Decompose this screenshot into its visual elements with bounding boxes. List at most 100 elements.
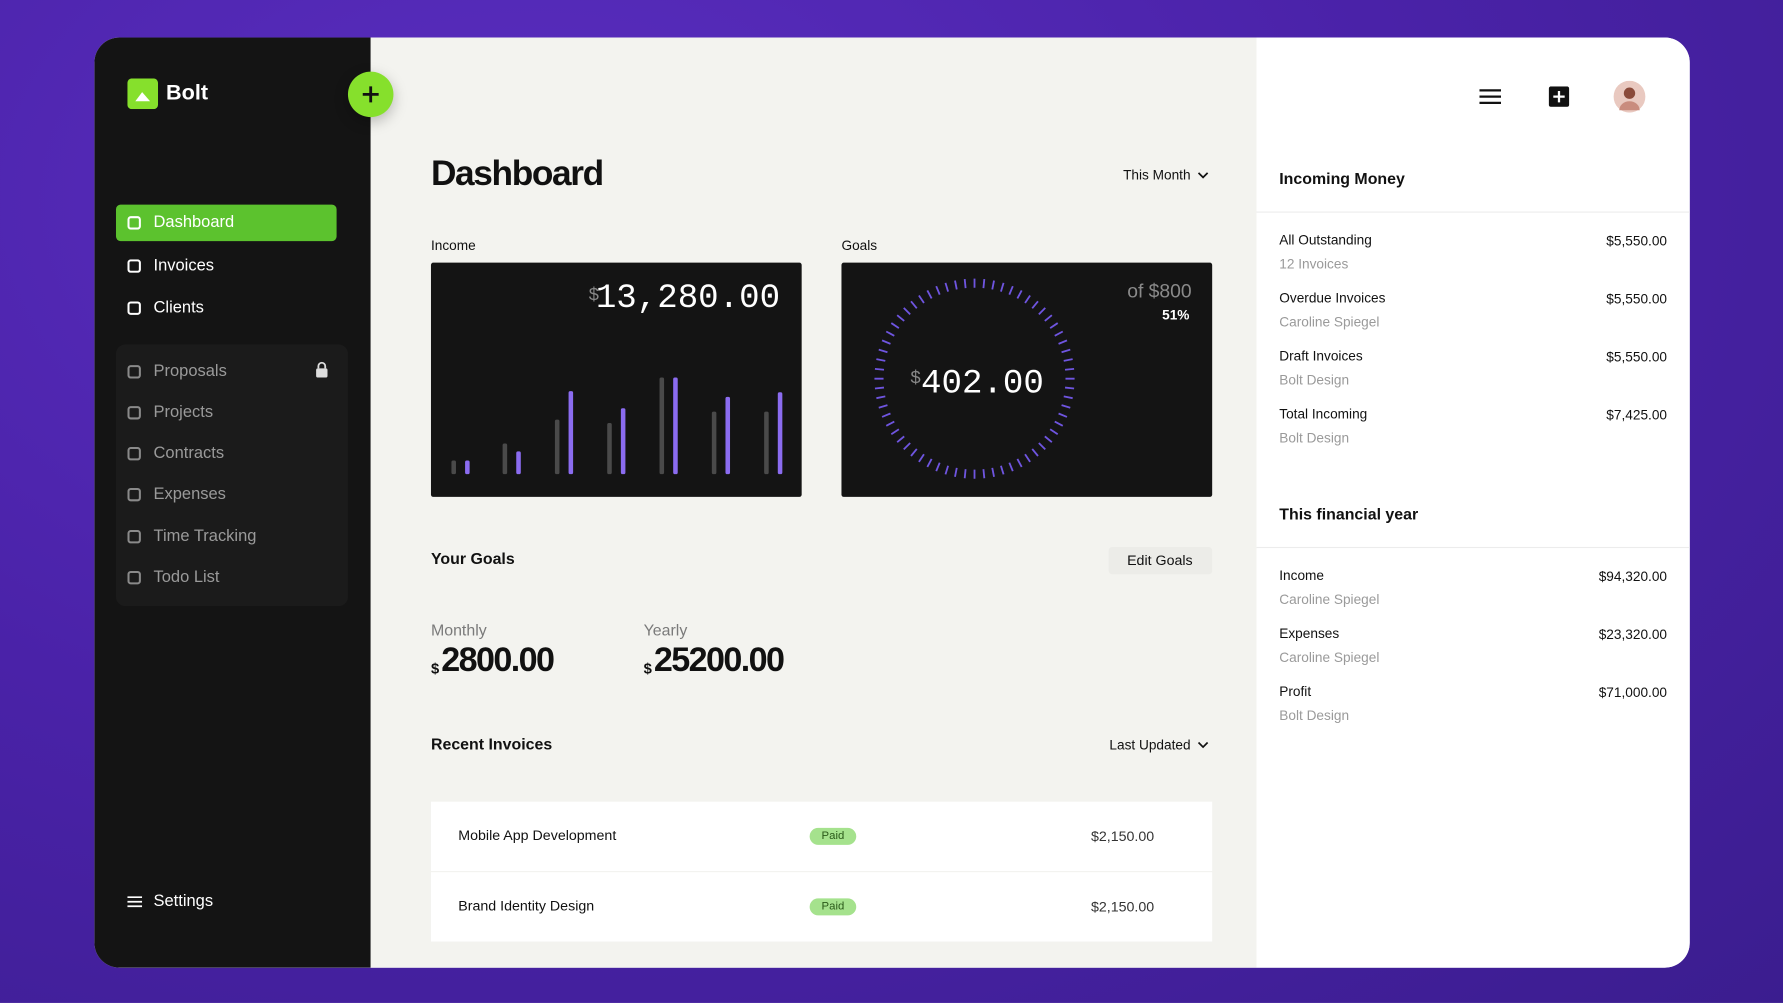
goal-amount: 2800.00 [441,641,555,679]
ring-tick [991,467,995,477]
ring-tick [926,458,933,468]
ring-tick [954,467,958,477]
logo-icon [127,78,159,110]
row-label: Overdue Invoices [1279,289,1386,306]
ring-tick [1044,435,1053,443]
nav-item[interactable]: Clients [153,298,204,317]
ring-tick [1000,465,1005,475]
ring-tick [982,278,986,289]
row-sub: Caroline Spiegel [1279,313,1380,330]
currency-symbol: $ [643,660,652,678]
nav-item[interactable]: Expenses [153,485,226,504]
ring-tick [918,294,925,304]
income-card: 13,280.00 $ [430,262,802,497]
chart-bar [777,392,783,475]
invoice-row[interactable]: Brand Identity Design Paid $2,150.00 [430,872,1213,942]
section-title: Your Goals [430,549,515,568]
chart-bar [502,443,508,475]
nav-item[interactable]: Dashboard [153,213,235,232]
row-amount: $5,550.00 [1606,349,1668,366]
menu-icon [1479,89,1501,105]
ring-tick [1024,294,1031,304]
goals-amount: 402.00 [921,365,1044,404]
ring-tick [896,314,905,322]
ring-tick [910,448,918,457]
ring-tick [991,280,995,290]
ring-tick [1058,412,1068,418]
ring-tick [1064,386,1075,390]
section-title: This financial year [1279,504,1419,524]
goals-card: of $800 51% 402.00 $ [841,262,1213,497]
edit-goals-button[interactable]: Edit Goals [1108,546,1213,575]
ring-tick [903,442,911,451]
ring-tick [896,435,905,443]
row-amount: $23,320.00 [1598,626,1668,643]
ring-tick [881,339,891,345]
nav-item[interactable]: Time Tracking [153,527,257,546]
ring-tick [885,330,895,337]
row-label: Income [1279,567,1325,584]
currency-symbol: $ [430,660,440,678]
card-label: Income [430,237,476,254]
add-button[interactable] [347,71,394,118]
nav-icon [127,447,141,461]
income-amount: 13,280.00 [595,279,781,319]
chart-bar [620,408,626,475]
nav-item[interactable]: Proposals [153,362,227,381]
nav-item[interactable]: Projects [153,403,214,422]
ring-tick [1054,330,1064,337]
ring-tick [1061,404,1071,409]
status-badge: Paid [809,827,857,845]
ring-tick [1031,448,1039,457]
ring-tick [874,367,885,371]
status-badge: Paid [809,898,857,916]
row-sub: Caroline Spiegel [1279,649,1380,666]
ring-tick [1049,322,1059,329]
ring-tick [1054,420,1064,427]
section-title: Recent Invoices [430,734,553,753]
sort-select[interactable]: Last Updated [1109,736,1191,753]
invoice-amount: $2,150.00 [1090,899,1155,916]
ring-tick [963,469,967,479]
ring-tick [1064,367,1075,371]
ring-tick [1038,442,1046,451]
currency-symbol: $ [910,368,922,389]
button-label[interactable]: Edit Goals [1127,552,1193,569]
row-label: Total Incoming [1279,405,1368,422]
goal-label: Monthly [430,620,487,640]
plus-icon [362,86,379,103]
period-select[interactable]: This Month [1123,167,1191,184]
invoice-row[interactable]: Mobile App Development Paid $2,150.00 [430,801,1213,872]
goals-percent: 51% [1162,307,1190,323]
row-label: Draft Invoices [1279,347,1363,364]
ring-tick [876,358,886,362]
row-amount: $5,550.00 [1606,233,1668,250]
settings-icon [127,896,143,908]
chart-bar [607,423,612,475]
nav-icon [127,487,141,502]
goals-target: of $800 [1127,280,1192,302]
ring-tick [944,282,949,292]
nav-item[interactable]: Settings [153,892,214,911]
nav-item[interactable]: Contracts [153,444,225,463]
row-amount: $94,320.00 [1598,568,1668,585]
nav-item[interactable]: Todo List [153,568,220,587]
divider [1256,211,1690,213]
row-sub: Bolt Design [1279,429,1350,446]
chart-bar [465,460,470,475]
section-title: Incoming Money [1279,169,1405,188]
nav-icon [127,259,141,273]
row-sub: Bolt Design [1279,707,1350,724]
currency-symbol: $ [588,285,600,306]
ring-tick [1000,282,1005,292]
ring-tick [1016,289,1023,299]
ring-tick [935,462,941,472]
chart-bar [516,451,521,475]
ring-tick [954,280,958,290]
nav-item[interactable]: Invoices [153,256,215,275]
ring-tick [1049,428,1059,436]
invoice-name: Mobile App Development [458,827,617,844]
ring-tick [881,412,891,418]
ring-tick [874,386,885,390]
